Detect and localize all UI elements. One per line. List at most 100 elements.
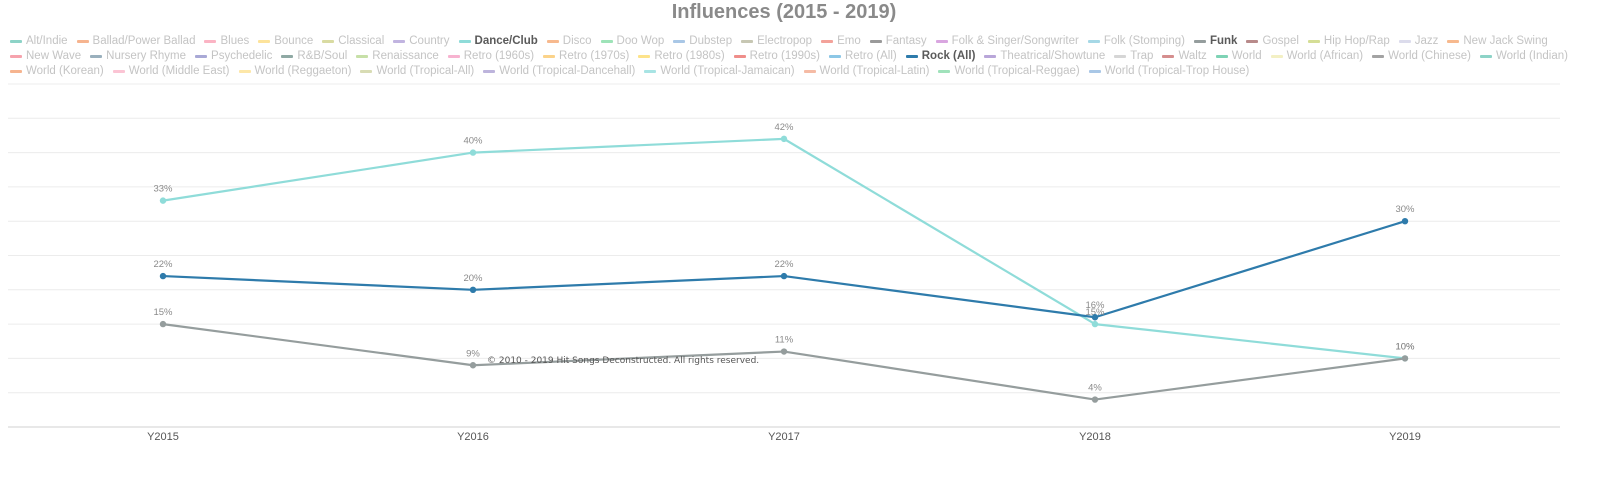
legend-item[interactable]: Retro (1960s) xyxy=(447,49,534,63)
legend-item[interactable]: Ballad/Power Ballad xyxy=(76,34,195,48)
legend-swatch xyxy=(1114,54,1127,58)
legend-item[interactable]: World (Tropical-Jamaican) xyxy=(644,64,795,78)
legend-label: Emo xyxy=(837,35,861,47)
legend-item[interactable]: World (Tropical-Latin) xyxy=(803,64,929,78)
legend-item[interactable]: Country xyxy=(393,34,450,48)
data-point[interactable] xyxy=(1401,218,1409,225)
legend-item[interactable]: Fantasy xyxy=(869,34,927,48)
legend-item[interactable]: Retro (1990s) xyxy=(733,49,820,63)
legend-label: World (Tropical-Dancehall) xyxy=(499,65,636,77)
legend-item[interactable]: World (Tropical-Reggae) xyxy=(938,64,1080,78)
copyright-notice: © 2010 - 2019 Hit Songs Deconstructed. A… xyxy=(487,356,760,366)
legend-swatch xyxy=(828,54,841,58)
legend-item[interactable]: Emo xyxy=(821,34,861,48)
legend-label: Classical xyxy=(338,35,385,47)
legend-item[interactable]: Retro (1970s) xyxy=(543,49,629,63)
series-line[interactable] xyxy=(162,137,1406,360)
legend-item[interactable]: World (Chinese) xyxy=(1372,49,1471,63)
legend-item[interactable]: Trap xyxy=(1114,49,1153,63)
data-point[interactable] xyxy=(1091,396,1099,403)
legend-label: Country xyxy=(409,35,450,47)
legend-item[interactable]: Electropop xyxy=(741,34,812,48)
data-point[interactable] xyxy=(469,149,477,156)
legend-item[interactable]: World (Reggaeton) xyxy=(238,64,351,78)
legend-item[interactable]: World (Korean) xyxy=(10,64,104,78)
legend-item[interactable]: Jazz xyxy=(1398,34,1439,48)
legend-swatch xyxy=(90,54,103,58)
legend-item[interactable]: World (Tropical-All) xyxy=(360,64,474,78)
legend-label: Electropop xyxy=(757,35,813,47)
data-point[interactable] xyxy=(780,272,788,280)
data-label: 10% xyxy=(1395,341,1415,352)
data-point[interactable] xyxy=(780,348,788,355)
legend-item[interactable]: Waltz xyxy=(1162,49,1207,63)
legend-swatch xyxy=(1447,39,1460,43)
data-point[interactable] xyxy=(1401,355,1409,362)
legend-swatch xyxy=(1193,39,1206,43)
legend-item[interactable]: World (Indian) xyxy=(1479,49,1568,63)
legend-swatch xyxy=(803,69,816,73)
data-point[interactable] xyxy=(159,272,167,280)
legend-item[interactable]: New Wave xyxy=(10,49,81,63)
legend-swatch xyxy=(483,69,496,73)
legend-item[interactable]: World (Middle East) xyxy=(112,64,230,78)
legend-item[interactable]: World (Tropical-Dancehall) xyxy=(483,64,635,78)
data-point[interactable] xyxy=(1091,314,1099,321)
legend-item[interactable]: R&B/Soul xyxy=(281,49,347,63)
data-point[interactable] xyxy=(159,320,167,328)
legend-label: Trap xyxy=(1130,50,1154,62)
legend-item[interactable]: Funk xyxy=(1193,34,1237,48)
legend-item[interactable]: World (Tropical-Trop House) xyxy=(1088,64,1249,78)
legend-item[interactable]: Doo Wop xyxy=(600,34,664,48)
legend-item[interactable]: World xyxy=(1215,49,1262,63)
legend-item[interactable]: Retro (1980s) xyxy=(638,49,725,63)
legend-label: Folk & Singer/Songwriter xyxy=(951,35,1079,47)
legend-swatch xyxy=(356,54,369,58)
legend-swatch xyxy=(1372,54,1385,58)
legend-swatch xyxy=(733,54,746,58)
legend-item[interactable]: Alt/Indie xyxy=(10,34,68,48)
legend-item[interactable]: Folk & Singer/Songwriter xyxy=(935,34,1079,48)
data-label: 4% xyxy=(1088,383,1102,394)
data-point[interactable] xyxy=(780,135,788,143)
legend-item[interactable]: Folk (Stomping) xyxy=(1087,34,1185,48)
legend-label: Retro (1970s) xyxy=(559,50,630,62)
legend-item[interactable]: Disco xyxy=(546,34,592,48)
legend-item[interactable]: Rock (All) xyxy=(905,49,975,63)
legend-item[interactable]: World (African) xyxy=(1270,49,1363,63)
legend-swatch xyxy=(258,39,271,43)
data-label: 33% xyxy=(153,184,173,195)
legend-label: World (Indian) xyxy=(1495,50,1568,62)
legend-label: World xyxy=(1231,50,1262,62)
data-label: 15% xyxy=(153,307,173,318)
data-point[interactable] xyxy=(159,197,167,204)
legend-item[interactable]: Dance/Club xyxy=(458,34,538,48)
legend-swatch xyxy=(741,39,754,43)
legend-item[interactable]: Renaissance xyxy=(356,49,439,63)
legend-swatch xyxy=(821,39,834,43)
legend-item[interactable]: Bounce xyxy=(258,34,313,48)
legend-item[interactable]: Classical xyxy=(322,34,384,48)
legend-swatch xyxy=(281,54,294,58)
data-point[interactable] xyxy=(469,362,477,369)
legend-item[interactable]: Gospel xyxy=(1246,34,1299,48)
legend-swatch xyxy=(76,39,89,43)
legend-item[interactable]: Nursery Rhyme xyxy=(90,49,186,63)
legend-label: World (Tropical-All) xyxy=(376,65,475,77)
data-label: 22% xyxy=(153,259,173,270)
legend-item[interactable]: Theatrical/Showtune xyxy=(984,49,1105,63)
data-point[interactable] xyxy=(1091,320,1099,328)
legend-item[interactable]: Blues xyxy=(204,34,249,48)
legend-label: Psychedelic xyxy=(211,50,273,62)
legend-swatch xyxy=(10,39,22,43)
legend-item[interactable]: Hip Hop/Rap xyxy=(1307,34,1390,48)
legend-item[interactable]: New Jack Swing xyxy=(1447,34,1548,48)
legend-label: Jazz xyxy=(1414,35,1439,47)
data-point[interactable] xyxy=(469,286,477,293)
legend-item[interactable]: Psychedelic xyxy=(195,49,272,63)
legend-item[interactable]: Dubstep xyxy=(673,34,732,48)
chart-legend: Alt/Indie Ballad/Power Ballad Blues Bounce C… xyxy=(0,0,1612,90)
data-label: 11% xyxy=(775,335,794,346)
legend-item[interactable]: Retro (All) xyxy=(828,49,897,63)
legend-swatch xyxy=(638,54,651,58)
